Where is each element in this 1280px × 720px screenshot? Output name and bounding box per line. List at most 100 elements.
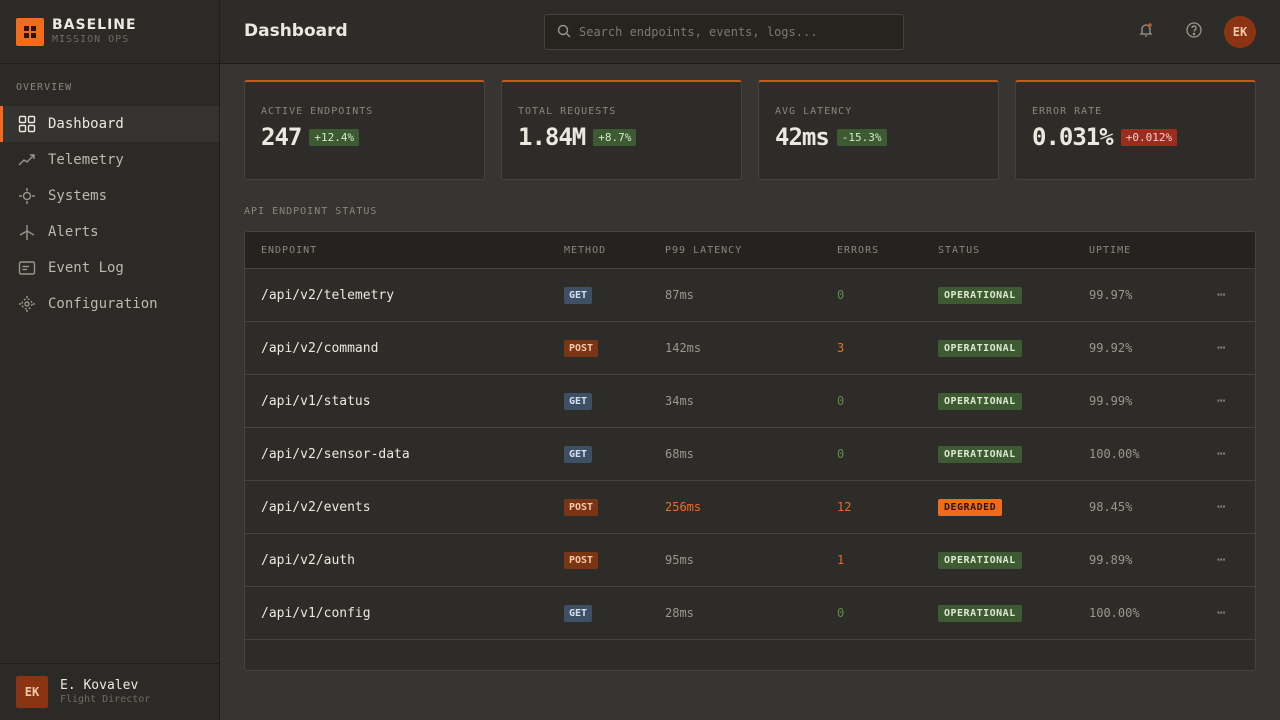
stat-card-total-requests: TOTAL REQUESTS 1.84M +8.7%	[501, 80, 742, 180]
latency-value: 34ms	[665, 394, 694, 408]
uptime-value: 99.89%	[1089, 553, 1133, 567]
stat-delta: -15.3%	[836, 128, 887, 146]
sidebar-item-alerts[interactable]: Alerts	[0, 214, 219, 250]
endpoint-path[interactable]: /api/v2/sensor-data	[261, 446, 410, 462]
stat-delta: +0.012%	[1120, 128, 1178, 146]
latency-value: 87ms	[665, 288, 694, 302]
help-button[interactable]	[1184, 22, 1204, 42]
more-options-icon[interactable]: ⋯	[1217, 605, 1226, 621]
endpoint-path[interactable]: /api/v2/auth	[261, 552, 355, 568]
table-row[interactable]: /api/v1/config GET 28ms 0 OPERATIONAL 100.00%…	[245, 587, 1255, 640]
latency-value: 142ms	[665, 341, 702, 355]
uptime-value: 98.45%	[1089, 500, 1133, 514]
sidebar-item-label: Alerts	[48, 224, 99, 240]
column-header: ENDPOINT	[261, 245, 318, 256]
stat-card-error-rate: ERROR RATE 0.031% +0.012%	[1015, 80, 1256, 180]
settings-icon	[18, 295, 36, 313]
sidebar-item-label: Telemetry	[48, 152, 124, 168]
notifications-button[interactable]	[1136, 22, 1156, 42]
stat-card-active-endpoints: ACTIVE ENDPOINTS 247 +12.4%	[244, 80, 485, 180]
column-header: ERRORS	[837, 245, 880, 256]
more-options-icon[interactable]: ⋯	[1217, 446, 1226, 462]
grid-icon	[18, 115, 36, 133]
endpoint-path[interactable]: /api/v2/telemetry	[261, 287, 395, 303]
error-count: 0	[837, 288, 845, 302]
nav-list: Dashboard Telemetry Systems	[0, 106, 219, 322]
stat-value: 247	[261, 123, 302, 151]
table-row[interactable]: /api/v1/status GET 34ms 0 OPERATIONAL 99.99% ⋯	[245, 375, 1255, 428]
gear-icon	[18, 187, 36, 205]
brand[interactable]: BASELINE MISSION OPS	[0, 0, 219, 64]
top-bar: Dashboard EK	[220, 0, 1280, 64]
nav-section-label: OVERVIEW	[16, 82, 73, 93]
sidebar-item-dashboard[interactable]: Dashboard	[0, 106, 219, 142]
trend-icon	[18, 151, 36, 169]
status-badge: OPERATIONAL	[938, 604, 1022, 622]
stat-delta: +8.7%	[593, 128, 637, 146]
column-header: STATUS	[938, 245, 981, 256]
sidebar-item-systems[interactable]: Systems	[0, 178, 219, 214]
latency-value: 95ms	[665, 553, 694, 567]
error-count: 0	[837, 394, 845, 408]
status-badge: OPERATIONAL	[938, 445, 1022, 463]
stat-label: ERROR RATE	[1032, 106, 1103, 117]
error-count: 3	[837, 341, 845, 355]
table-header: ENDPOINT METHOD P99 LATENCY ERRORS STATU…	[245, 232, 1255, 269]
stat-value: 42ms	[775, 123, 830, 151]
user-name: E. Kovalev	[60, 677, 139, 693]
endpoint-path[interactable]: /api/v1/config	[261, 605, 371, 621]
avatar: EK	[16, 676, 48, 708]
status-badge: OPERATIONAL	[938, 551, 1022, 569]
sidebar: BASELINE MISSION OPS OVERVIEW Dashboard …	[0, 0, 220, 720]
status-badge: OPERATIONAL	[938, 286, 1022, 304]
more-options-icon[interactable]: ⋯	[1217, 552, 1226, 568]
endpoint-path[interactable]: /api/v2/events	[261, 499, 371, 515]
endpoint-path[interactable]: /api/v1/status	[261, 393, 371, 409]
sidebar-item-label: Configuration	[48, 296, 158, 312]
sidebar-item-configuration[interactable]: Configuration	[0, 286, 219, 322]
column-header: UPTIME	[1089, 245, 1132, 256]
page-title: Dashboard	[244, 21, 348, 41]
search-box[interactable]	[544, 14, 904, 50]
method-badge: GET	[564, 604, 593, 622]
stat-card-avg-latency: AVG LATENCY 42ms -15.3%	[758, 80, 999, 180]
method-badge: POST	[564, 498, 599, 516]
more-options-icon[interactable]: ⋯	[1217, 340, 1226, 356]
uptime-value: 99.92%	[1089, 341, 1133, 355]
search-icon	[557, 23, 571, 42]
stat-label: ACTIVE ENDPOINTS	[261, 106, 374, 117]
status-badge: OPERATIONAL	[938, 339, 1022, 357]
stat-value: 1.84M	[518, 123, 586, 151]
search-input[interactable]	[579, 25, 879, 39]
method-badge: POST	[564, 339, 599, 357]
more-options-icon[interactable]: ⋯	[1217, 499, 1226, 515]
column-header: P99 LATENCY	[665, 245, 743, 256]
sidebar-item-event-log[interactable]: Event Log	[0, 250, 219, 286]
table-row[interactable]: /api/v2/auth POST 95ms 1 OPERATIONAL 99.89% ⋯	[245, 534, 1255, 587]
sidebar-item-telemetry[interactable]: Telemetry	[0, 142, 219, 178]
brand-title: BASELINE	[52, 16, 137, 33]
error-count: 12	[837, 500, 852, 514]
table-row[interactable]: /api/v2/sensor-data GET 68ms 0 OPERATIONAL 10…	[245, 428, 1255, 481]
sidebar-item-label: Systems	[48, 188, 108, 204]
table-row[interactable]: /api/v2/command POST 142ms 3 OPERATIONAL 99.9…	[245, 322, 1255, 375]
more-options-icon[interactable]: ⋯	[1217, 287, 1226, 303]
endpoint-table: ENDPOINT METHOD P99 LATENCY ERRORS STATU…	[244, 231, 1256, 671]
section-title: API ENDPOINT STATUS	[244, 206, 378, 217]
more-options-icon[interactable]: ⋯	[1217, 393, 1226, 409]
latency-value: 28ms	[665, 606, 694, 620]
method-badge: GET	[564, 392, 593, 410]
user-profile[interactable]: EK E. Kovalev Flight Director	[0, 663, 219, 720]
uptime-value: 100.00%	[1089, 447, 1140, 461]
log-icon	[18, 259, 36, 277]
table-row[interactable]: /api/v2/telemetry GET 87ms 0 OPERATIONAL 99.9…	[245, 269, 1255, 322]
method-badge: GET	[564, 445, 593, 463]
table-row[interactable]: /api/v2/events POST 256ms 12 DEGRADED 98.45% ⋯	[245, 481, 1255, 534]
error-count: 1	[837, 553, 845, 567]
uptime-value: 99.99%	[1089, 394, 1133, 408]
stat-value: 0.031%	[1032, 123, 1114, 151]
endpoint-path[interactable]: /api/v2/command	[261, 340, 379, 356]
user-avatar-button[interactable]: EK	[1224, 16, 1256, 48]
stat-label: TOTAL REQUESTS	[518, 106, 617, 117]
column-header: METHOD	[564, 245, 607, 256]
